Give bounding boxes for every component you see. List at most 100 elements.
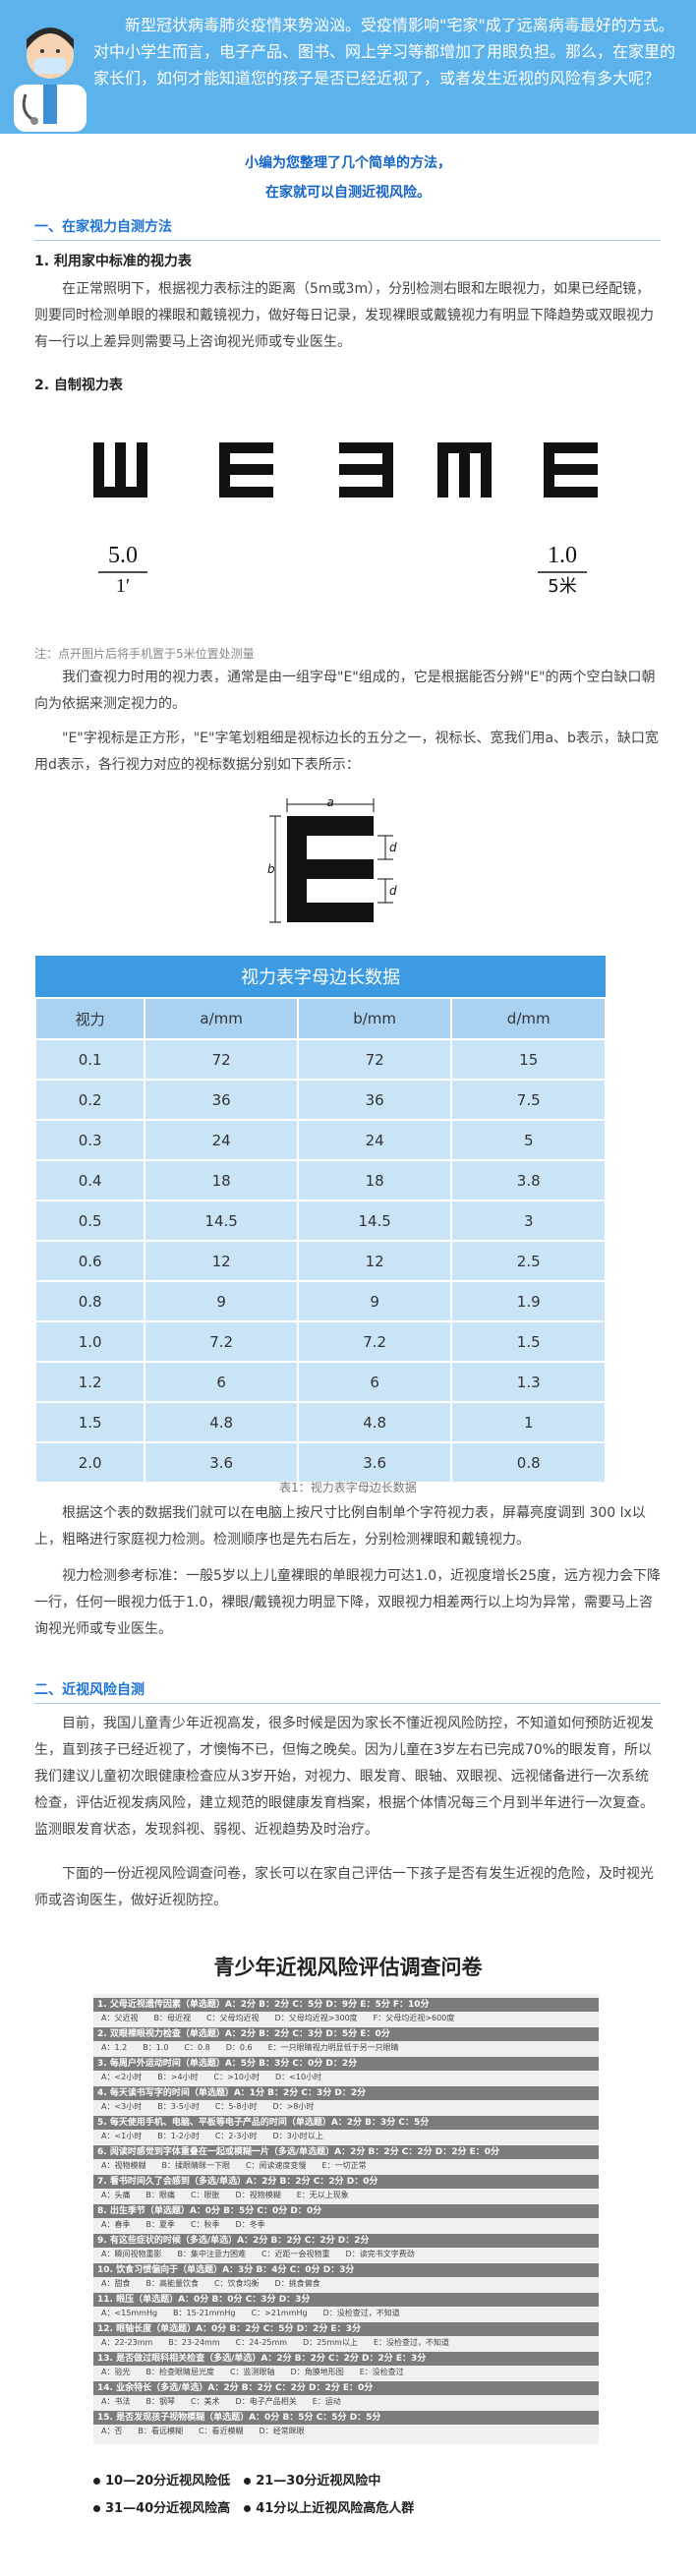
- question-options: A：视物模糊 B：揉眼睛眯一下眼 C：阅读速度变慢 E：一切正常: [101, 2161, 367, 2170]
- table-cell: 5: [450, 1119, 607, 1161]
- question-text: 12. 眼轴长度（单选题）A：0分 B：2分 C：5分 D：2分 E：3分: [93, 2322, 599, 2336]
- table-row: 0.6 12 12 2.5: [33, 1240, 607, 1282]
- question-options: A：否 B：看远模糊 C：看近模糊 D：经常眯眼: [101, 2427, 305, 2435]
- table-row: 0.3 24 24 5: [33, 1119, 607, 1161]
- table-row: 0.4 18 18 3.8: [33, 1159, 607, 1201]
- question-options: A：1.2 B：1.0 C：0.8 D：0.6 E：一只眼睛视力明显低于另一只眼…: [101, 2043, 399, 2052]
- question-options: A：<1小时 B：1-2小时 C：2-3小时 D：3小时以上: [101, 2132, 323, 2140]
- table-cell: 7.5: [450, 1079, 607, 1121]
- question-text: 4. 每天读书写字的时间（单选题）A：1分 B：2分 C：3分 D：2分: [93, 2086, 599, 2100]
- table-cell: 14.5: [144, 1200, 299, 1242]
- table-cell: 14.5: [296, 1200, 453, 1242]
- question-text: 8. 出生季节（单选题）A：0分 B：5分 C：0分 D：0分: [93, 2204, 599, 2218]
- column-header: a/mm: [144, 997, 299, 1040]
- table-row: 0.8 9 9 1.9: [33, 1280, 607, 1322]
- table-cell: 12: [296, 1240, 453, 1282]
- table-wrap: 视力表字母边长数据 视力 a/mm b/mm d/mm 0.1 72 72 15 0.2 36 3…: [33, 956, 607, 1484]
- table-cell: 24: [144, 1119, 299, 1161]
- table-cell: 9: [296, 1280, 453, 1322]
- table-cell: 18: [296, 1159, 453, 1201]
- table-row: 0.2 36 36 7.5: [33, 1079, 607, 1121]
- table-cell: 3.6: [144, 1441, 299, 1484]
- question-text: 11. 眼压（单选题）A：0分 B：0分 C：3分 D：3分: [93, 2293, 599, 2307]
- table-cell: 1.5: [450, 1320, 607, 1363]
- header-banner: 新型冠状病毒肺炎疫情来势汹汹。受疫情影响"宅家"成了远离病毒最好的方式。对中小学…: [0, 0, 696, 134]
- table-cell: 2.5: [450, 1240, 607, 1282]
- dim-label: d: [389, 841, 397, 854]
- question-options: A：春季 B：夏季 C：秋季 D：冬季: [101, 2220, 265, 2229]
- question-text: 7. 看书时间久了会感到（多选/单选）A：2分 B：2分 C：2分 D：0分: [93, 2175, 599, 2189]
- dim-label: a: [326, 795, 333, 809]
- chart-label: 1′: [116, 575, 130, 597]
- table-cell: 0.5: [33, 1200, 146, 1242]
- paragraph: 下面的一份近视风险调查问卷，家长可以在家自己评估一下孩子是否有发生近视的危险，及…: [34, 1866, 654, 1908]
- e-diagram: a b d d: [267, 795, 397, 923]
- table-cell: 7.2: [296, 1320, 453, 1363]
- paragraph: 根据这个表的数据我们就可以在电脑上按尺寸比例自制单个字符视力表，屏幕亮度调到 3…: [34, 1505, 646, 1548]
- question-options: A：头痛 B：眼痛 C：眼胀 D：视物模糊 E：无以上现象: [101, 2191, 349, 2199]
- question-text: 13. 是否做过眼科相关检查（多选/单选）A：2分 B：2分 C：2分 D：2分…: [93, 2352, 599, 2366]
- table-cell: 0.4: [33, 1159, 146, 1201]
- question-item: 8. 出生季节（单选题）A：0分 B：5分 C：0分 D：0分 A：春季 B：夏季…: [93, 2204, 599, 2234]
- questionnaire: 1. 父母近视遗传因素（单选题）A：2分 B：2分 C：5分 D：9分 E：5分…: [93, 1994, 599, 2444]
- paragraph: 我们查视力时用的视力表，通常是由一组字母"E"组成的，它是根据能否分辨"E"的两…: [34, 670, 656, 712]
- subheading: 2. 自制视力表: [34, 378, 123, 393]
- table-cell: 1.9: [450, 1280, 607, 1322]
- question-text: 3. 每周户外运动时间（单选题）A：5分 B：3分 C：0分 D：2分: [93, 2057, 599, 2071]
- question-item: 15. 是否发现孩子视物模糊（单选题）A：0分 B：5分 C：5分 D：5分 A：…: [93, 2411, 599, 2440]
- question-item: 6. 阅读时感觉到字体重叠在一起或模糊一片（多选/单选题）A：2分 B：2分 C…: [93, 2145, 599, 2175]
- doctor-illustration: [14, 28, 87, 132]
- question-text: 5. 每天使用手机、电脑、平板等电子产品的时间（单选题）A：2分 B：3分 C：…: [93, 2116, 599, 2130]
- question-item: 5. 每天使用手机、电脑、平板等电子产品的时间（单选题）A：2分 B：3分 C：…: [93, 2116, 599, 2145]
- question-text: 9. 有这些症状的时候（多选/单选）A：2分 B：2分 C：2分 D：2分: [93, 2234, 599, 2248]
- table-cell: 1.0: [33, 1320, 146, 1363]
- table-cell: 9: [144, 1280, 299, 1322]
- table-cell: 0.6: [33, 1240, 146, 1282]
- table-cell: 2.0: [33, 1441, 146, 1484]
- header-text: 新型冠状病毒肺炎疫情来势汹汹。受疫情影响"宅家"成了远离病毒最好的方式。对中小学…: [93, 16, 676, 88]
- question-item: 3. 每周户外运动时间（单选题）A：5分 B：3分 C：0分 D：2分 A：<2小…: [93, 2057, 599, 2086]
- column-header: d/mm: [450, 997, 607, 1040]
- question-options: A：<15mmHg B：15-21mmHg C：>21mmHg D：没检查过，不…: [101, 2309, 400, 2317]
- table-cell: 0.8: [450, 1441, 607, 1484]
- bullet: [93, 2478, 100, 2485]
- table-cell: 0.8: [33, 1280, 146, 1322]
- eye-chart-letters: [93, 442, 598, 498]
- table-cell: 18: [144, 1159, 299, 1201]
- table-cell: 1.2: [33, 1361, 146, 1403]
- intro-line: 小编为您整理了几个简单的方法，: [245, 155, 451, 171]
- table-row: 2.0 3.6 3.6 0.8: [33, 1441, 607, 1484]
- paragraph: 目前，我国儿童青少年近视高发，很多时候是因为家长不懂近视风险防控，不知道如何预防…: [34, 1716, 654, 1838]
- table-cell: 3: [450, 1200, 607, 1242]
- table-row: 0.5 14.5 14.5 3: [33, 1200, 607, 1242]
- question-item: 10. 饮食习惯偏向于（单选题）A：3分 B：4分 C：0分 D：3分 A：甜食 …: [93, 2263, 599, 2293]
- bullet: [244, 2478, 252, 2485]
- chart-label: 5.0: [108, 543, 138, 568]
- question-item: 2. 双眼裸眼视力检查（单选题）A：2分 B：2分 C：3分 D：5分 E：0分…: [93, 2027, 599, 2057]
- table-cell: 3.8: [450, 1159, 607, 1201]
- question-text: 10. 饮食习惯偏向于（单选题）A：3分 B：4分 C：0分 D：3分: [93, 2263, 599, 2277]
- table-cell: 0.1: [33, 1038, 146, 1081]
- table-cell: 24: [296, 1119, 453, 1161]
- question-text: 2. 双眼裸眼视力检查（单选题）A：2分 B：2分 C：3分 D：5分 E：0分: [93, 2027, 599, 2041]
- question-options: A：甜食 B：高能量饮食 C：饮食均衡 D：挑食偏食: [101, 2279, 320, 2288]
- score-text: 41分以上近视风险高危人群: [256, 2501, 415, 2516]
- table-cell: 15: [450, 1038, 607, 1081]
- question-item: 4. 每天读书写字的时间（单选题）A：1分 B：2分 C：3分 D：2分 A：<3…: [93, 2086, 599, 2116]
- subheading: 1. 利用家中标准的视力表: [34, 254, 192, 269]
- score-text: 31—40分近视风险高: [105, 2501, 231, 2516]
- question-text: 15. 是否发现孩子视物模糊（单选题）A：0分 B：5分 C：5分 D：5分: [93, 2411, 599, 2425]
- table-cell: 72: [296, 1038, 453, 1081]
- paragraph: 视力检测参考标准：一般5岁以上儿童裸眼的单眼视力可达1.0，近视度增长25度，远…: [34, 1568, 661, 1637]
- table-row: 0.1 72 72 15: [33, 1038, 607, 1081]
- table-cell: 1.5: [33, 1401, 146, 1443]
- question-options: A：瞬间视物重影 B：集中注意力困难 C：近距一会视物重 D：读完书文字费劲: [101, 2250, 415, 2258]
- data-table: 视力表字母边长数据 视力 a/mm b/mm d/mm 0.1 72 72 15 0.2 36 3…: [33, 956, 607, 1484]
- note: 注：点开图片后将手机置于5米位置处测量: [34, 647, 255, 661]
- column-header: 视力: [33, 997, 146, 1040]
- table-cell: 1.3: [450, 1361, 607, 1403]
- question-text: 14. 业余特长（多选/单选）A：2分 B：2分 C：2分 D：2分 E：0分: [93, 2381, 599, 2395]
- table-cell: 12: [144, 1240, 299, 1282]
- question-options: A：父近视 B：母近视 C：父母均近视 D：父母均近视>300度 F：父母均近视…: [101, 2014, 455, 2022]
- table-row: 1.2 6 6 1.3: [33, 1361, 607, 1403]
